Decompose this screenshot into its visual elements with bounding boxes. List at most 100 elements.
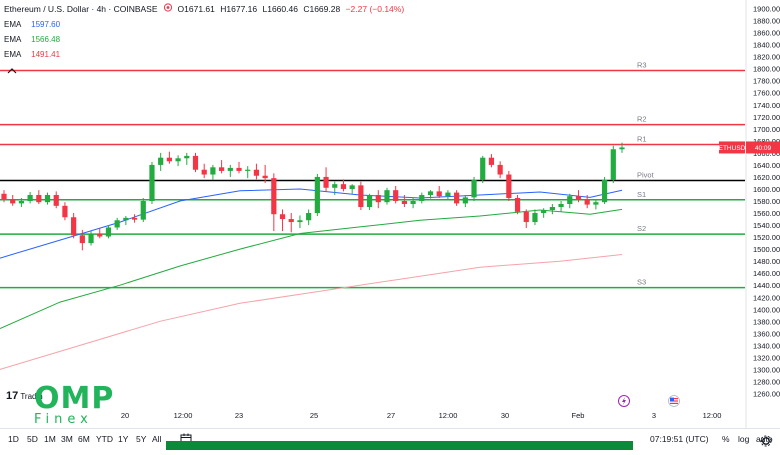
candle-body <box>349 185 355 189</box>
ema-value: 1566.48 <box>31 35 61 44</box>
price-tick-label: 1800.00 <box>753 65 780 74</box>
tradingview-logo[interactable]: 17 Tradin <box>6 390 43 402</box>
price-tick-label: 1620.00 <box>753 173 780 182</box>
time-tick-label: 20 <box>121 411 129 420</box>
price-tick-label: 1480.00 <box>753 257 780 266</box>
range-6m[interactable]: 6M <box>78 434 90 444</box>
close-value: C1669.28 <box>303 3 341 14</box>
price-tick-label: 1600.00 <box>753 185 780 194</box>
candle-body <box>358 185 364 208</box>
time-tick-label: 23 <box>235 411 243 420</box>
level-label-s3: S3 <box>637 278 646 287</box>
time-tick-label: 12:00 <box>174 411 193 420</box>
level-label-r1: R1 <box>637 134 647 143</box>
ema-legend-3[interactable]: EMA 1491.41 <box>4 50 60 59</box>
level-label-s2: S2 <box>637 224 646 233</box>
ema-legend-1[interactable]: EMA 1597.60 <box>4 20 60 29</box>
tradingview-label: Tradin <box>20 392 43 401</box>
price-tick-label: 1860.00 <box>753 29 780 38</box>
candle-body <box>558 204 564 208</box>
candle-body <box>436 191 442 197</box>
candle-body <box>201 169 207 175</box>
ema-label: EMA <box>4 20 21 29</box>
candle-body <box>306 213 312 221</box>
price-tick-label: 1300.00 <box>753 365 780 374</box>
price-tick-label: 1580.00 <box>753 197 780 206</box>
percent-scale-toggle[interactable]: % <box>722 434 730 444</box>
ema-value: 1597.60 <box>31 20 61 29</box>
eye-icon[interactable] <box>162 3 174 14</box>
us-flag-event-icon[interactable] <box>668 394 680 412</box>
candle-body <box>123 217 129 221</box>
price-tick-label: 1360.00 <box>753 329 780 338</box>
collapse-legend-icon[interactable] <box>6 62 18 80</box>
price-tick-label: 1540.00 <box>753 221 780 230</box>
candle-body <box>131 217 138 220</box>
candle-body <box>401 201 407 205</box>
candle-body <box>279 214 286 220</box>
candle-body <box>532 213 538 223</box>
candle-body <box>184 155 190 159</box>
candle-body <box>601 179 608 203</box>
candle-body <box>427 191 434 195</box>
candle-body <box>18 201 25 204</box>
time-tick-label: 12:00 <box>703 411 722 420</box>
log-scale-toggle[interactable]: log <box>738 434 750 444</box>
price-tick-label: 1500.00 <box>753 245 780 254</box>
ema-legend-2[interactable]: EMA 1566.48 <box>4 35 60 44</box>
candle-body <box>514 197 521 212</box>
utc-clock[interactable]: 07:19:51 (UTC) <box>650 434 709 444</box>
dividend-event-icon[interactable] <box>618 394 630 412</box>
candle-body <box>166 157 172 162</box>
price-tag-bg <box>746 141 780 154</box>
chart-legend-header: Ethereum / U.S. Dollar · 4h · COINBASE O… <box>4 3 407 14</box>
range-ytd[interactable]: YTD <box>96 434 113 444</box>
ema-line-3 <box>0 254 623 370</box>
range-all[interactable]: All <box>152 434 162 444</box>
range-1d[interactable]: 1D <box>8 434 19 444</box>
candle-body <box>471 179 477 198</box>
price-tag-label: 40:09 <box>755 145 772 152</box>
candle-body <box>1 193 7 200</box>
candle-body <box>175 158 181 162</box>
price-tick-label: 1680.00 <box>753 137 780 146</box>
ema-value: 1491.41 <box>31 50 61 59</box>
candle-body <box>219 167 225 171</box>
auto-scale-toggle[interactable]: auto <box>756 434 773 444</box>
range-1m[interactable]: 1M <box>44 434 56 444</box>
ema-line-2 <box>0 208 623 329</box>
price-tick-label: 1700.00 <box>753 125 780 134</box>
candle-body <box>332 184 338 188</box>
ema-label: EMA <box>4 35 21 44</box>
candle-body <box>288 219 294 223</box>
candle-body <box>497 164 503 175</box>
candle-body <box>27 194 33 201</box>
range-3m[interactable]: 3M <box>61 434 73 444</box>
price-tick-label: 1340.00 <box>753 341 780 350</box>
time-tick-label: 25 <box>310 411 318 420</box>
candle-body <box>619 147 625 150</box>
range-5y[interactable]: 5Y <box>136 434 147 444</box>
low-value: L1660.46 <box>262 3 298 14</box>
symbol-tag-bg <box>719 141 745 154</box>
candle-body <box>140 201 146 220</box>
candle-body <box>567 196 573 205</box>
watermark-sub: Finex <box>34 412 93 427</box>
candle-body <box>88 233 94 244</box>
ema-label: EMA <box>4 50 21 59</box>
range-1y[interactable]: 1Y <box>118 434 129 444</box>
range-5d[interactable]: 5D <box>27 434 38 444</box>
symbol-title[interactable]: Ethereum / U.S. Dollar · 4h · COINBASE <box>4 3 158 14</box>
candle-body <box>610 149 616 180</box>
candle-body <box>488 157 495 165</box>
price-tick-label: 1840.00 <box>753 41 780 50</box>
settings-gear-icon[interactable] <box>760 434 772 452</box>
candle-body <box>506 174 512 198</box>
price-tick-label: 1780.00 <box>753 77 780 86</box>
candle-body <box>71 217 77 236</box>
time-tick-label: 30 <box>501 411 509 420</box>
candle-body <box>480 157 486 180</box>
candle-body <box>253 169 260 176</box>
